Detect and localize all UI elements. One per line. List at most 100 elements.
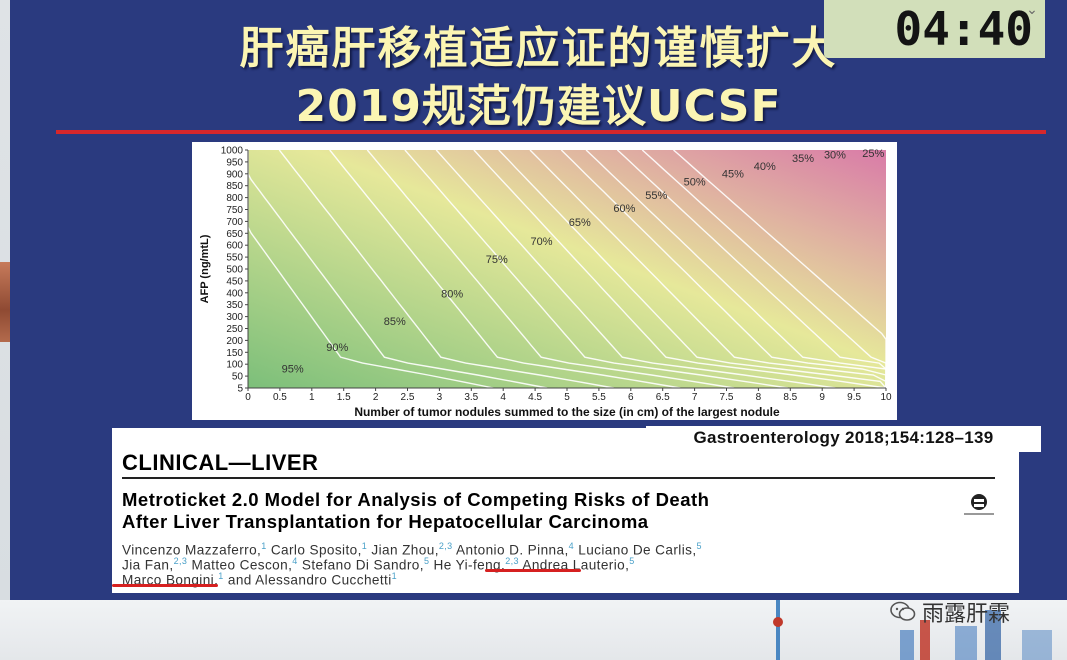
contour-label: 85% [384,316,406,328]
x-tick-label: 0 [245,392,251,403]
contour-label: 25% [862,148,884,160]
y-tick-label: 250 [226,324,243,335]
author-affiliation: 2,3 [173,556,188,566]
y-tick-label: 750 [226,205,243,216]
author-affiliation: 2,3 [505,556,519,566]
x-tick-label: 10 [880,392,892,403]
x-tick-label: 4 [500,392,506,403]
x-tick-label: 6 [628,392,634,403]
author-affiliation: 4 [568,541,575,551]
authors-line3: Marco Bongini,1 and Alessandro Cucchetti… [122,571,397,588]
y-tick-label: 400 [226,288,243,299]
contour-line [616,149,887,388]
y-tick-label: 350 [226,300,243,311]
decorative-figurine [0,262,10,342]
x-tick-label: 0.5 [273,392,287,403]
contour-line [560,149,887,388]
x-tick-label: 5.5 [592,392,606,403]
slide-title-line2: 2019规范仍建议UCSF [295,81,782,132]
x-tick-label: 4.5 [528,392,542,403]
contour-line [404,149,789,389]
authors-line2: Jia Fan,2,3 Matteo Cescon,4 Stefano Di S… [122,556,635,573]
author-name: Marco Bongini, [122,572,219,588]
paper-excerpt [112,428,1019,593]
paper-section: CLINICAL—LIVER [122,450,319,475]
author-name: and Alessandro Cucchetti [227,572,392,588]
y-tick-label: 650 [226,229,243,240]
author-affiliation: 5 [423,556,430,566]
contour-line [435,149,836,389]
y-tick-label: 100 [226,360,243,371]
contour-label: 60% [613,203,635,215]
author-name: Jia Fan, [122,557,174,573]
author-name: Luciano De Carlis, [578,542,697,558]
contour-label: 90% [326,342,348,354]
x-tick-label: 5 [564,392,570,403]
author-name: Stefano Di Sandro, [301,557,424,573]
author-name: Andrea Lauterio, [522,557,630,573]
contour-line [641,149,887,388]
x-tick-label: 9.5 [847,392,861,403]
contour-line [673,149,887,388]
countdown-timer[interactable]: 04:40 [824,0,1045,58]
y-tick-label: 300 [226,312,243,323]
contour-line [473,149,887,389]
x-tick-label: 2.5 [401,392,415,403]
y-tick-label: 900 [226,169,243,180]
y-tick-label: 50 [232,372,244,383]
authors-line1: Vincenzo Mazzaferro,1 Carlo Sposito,1 Ji… [122,541,702,558]
author-affiliation: 2,3 [438,541,453,551]
author-name: Carlo Sposito, [270,542,362,558]
y-tick-label: 950 [226,157,243,168]
y-tick-label: 200 [226,336,243,347]
contour-line [498,149,887,389]
highlight-underline-di-sandro [485,569,581,572]
contour-line [529,149,887,388]
wechat-icon [890,601,916,621]
author-name: He Yi-feng, [433,557,506,573]
author-name: Antonio D. Pinna, [456,542,569,558]
author-name: Vincenzo Mazzaferro, [122,542,262,558]
heatmap-fill [248,150,886,388]
contour-label: 40% [754,161,776,173]
contour-label: 50% [684,177,706,189]
timer-value: 04:40 [894,2,1033,56]
x-tick-label: 2 [373,392,379,403]
chart-svg: 95% 90% 85% 80% 75% 70% 65% 60% 55% 50% 45% 40% 35% 3… [199,146,892,420]
contour-label: 95% [282,364,304,376]
contour-label: 75% [486,254,508,266]
contour-line [585,149,887,388]
contour-label: 35% [792,153,814,165]
y-tick-label: 550 [226,253,243,264]
slide-title-line1: 肝癌肝移植适应证的谨慎扩大 [239,23,838,74]
x-tick-label: 8 [756,392,762,403]
author-affiliation: 5 [696,541,702,551]
crossmark-icon [964,494,994,515]
x-tick-label: 6.5 [656,392,670,403]
x-tick-label: 7 [692,392,698,403]
contour-line [366,149,735,389]
journal-citation: Gastroenterology 2018;154:128–139 [646,426,1041,452]
highlight-underline-bongini [112,584,218,587]
author-affiliation: 5 [629,556,635,566]
chevron-down-icon[interactable]: ⌄ [1026,2,1038,18]
contour-label: 55% [645,190,667,202]
shanghai-skyline-seal [773,600,1052,660]
author-affiliation: 1 [261,541,267,551]
author-affiliation: 1 [391,571,398,581]
y-tick-label: 150 [226,348,243,359]
y-axis-title: AFP (ng/mtL) [199,234,211,303]
x-tick-label: 3.5 [464,392,478,403]
contour-line [247,150,548,389]
y-tick-label: 1000 [221,146,244,157]
y-tick-label: 5 [237,384,243,395]
author-affiliation: 1 [361,541,368,551]
paper-title-line2: After Liver Transplantation for Hepatoce… [122,511,649,532]
author-affiliation: 1 [218,571,224,581]
x-axis-title: Number of tumor nodules summed to the si… [354,405,780,419]
left-edge-strip [0,0,10,600]
section-rule [122,477,995,479]
x-tick-label: 1.5 [337,392,351,403]
author-name: Jian Zhou, [371,542,439,558]
x-tick-label: 7.5 [720,392,734,403]
